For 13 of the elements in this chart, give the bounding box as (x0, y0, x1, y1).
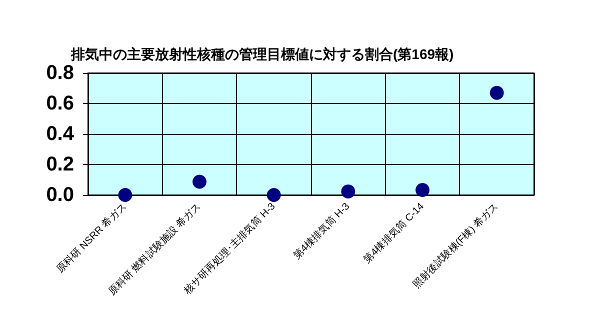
chart-title: 排気中の主要放射性核種の管理目標値に対する割合(第169報) (70, 46, 454, 62)
point (266, 188, 281, 202)
y-tick-label: 0.6 (46, 92, 74, 114)
point (490, 86, 504, 100)
x-tick-label: 第4棟排気筒 H-3 (290, 200, 352, 262)
y-tick-label: 0.2 (46, 154, 74, 176)
point (118, 188, 132, 202)
y-tick-label: 0.8 (46, 62, 74, 84)
y-tick-label: 0.0 (46, 184, 74, 206)
point (416, 182, 430, 197)
point (192, 174, 206, 189)
y-tick-label: 0.4 (46, 123, 75, 145)
point (341, 184, 356, 198)
